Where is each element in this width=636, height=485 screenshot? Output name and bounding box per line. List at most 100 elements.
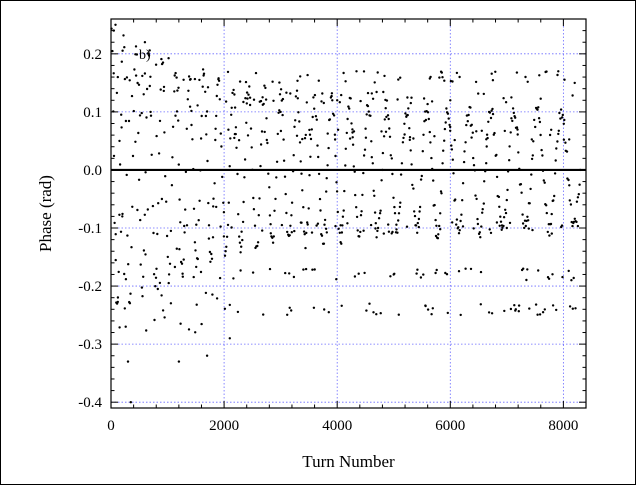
data-point (290, 231, 293, 234)
data-point (183, 231, 186, 234)
axis-ticks (110, 18, 587, 408)
data-point (297, 111, 300, 114)
data-point (135, 53, 139, 56)
data-point (449, 125, 452, 129)
data-point (288, 234, 291, 237)
data-point (545, 204, 548, 207)
data-point (546, 230, 549, 234)
data-point (265, 117, 268, 120)
data-point (363, 271, 366, 275)
data-point (302, 268, 305, 271)
data-point (506, 188, 509, 192)
data-point (436, 237, 440, 240)
data-point (526, 215, 529, 218)
data-point (155, 134, 158, 138)
data-point (211, 293, 214, 296)
data-point (446, 311, 449, 315)
data-point (502, 97, 505, 100)
data-point (355, 215, 359, 219)
data-point (431, 307, 434, 310)
data-point (376, 229, 379, 233)
data-point (342, 209, 345, 212)
data-point (537, 269, 540, 272)
data-point (237, 139, 241, 142)
data-point (541, 154, 544, 157)
data-point (176, 89, 179, 92)
data-point (406, 96, 409, 99)
data-point (397, 313, 400, 316)
data-point (439, 228, 442, 231)
data-point (296, 97, 299, 100)
data-point (178, 248, 181, 251)
data-point (122, 34, 125, 37)
data-point (313, 268, 316, 271)
data-point (112, 154, 116, 158)
data-point (128, 302, 132, 305)
data-point (560, 116, 564, 119)
data-point (455, 71, 459, 75)
data-point (263, 84, 266, 87)
data-point (370, 156, 373, 159)
data-point (181, 272, 184, 275)
data-point (194, 249, 197, 252)
data-point (160, 294, 163, 297)
data-point (438, 224, 441, 228)
data-point (137, 178, 141, 181)
data-point (466, 120, 469, 123)
data-point (264, 86, 267, 90)
data-point (131, 154, 135, 158)
data-point (168, 262, 172, 265)
data-point (577, 193, 580, 196)
data-point (348, 107, 351, 110)
data-point (134, 74, 138, 77)
data-point (342, 71, 345, 75)
data-point (463, 150, 466, 153)
data-point (246, 134, 250, 137)
data-point (389, 275, 392, 278)
data-point (548, 133, 552, 137)
data-point (433, 203, 436, 207)
data-point (340, 242, 343, 245)
data-point (346, 222, 349, 225)
data-point (485, 162, 488, 165)
data-point (121, 215, 124, 218)
data-point (314, 115, 318, 118)
data-point (538, 120, 542, 124)
data-point (121, 49, 124, 52)
data-point (126, 360, 130, 363)
data-point (184, 170, 188, 174)
data-point (476, 222, 480, 226)
data-point (204, 114, 208, 118)
data-point (142, 249, 146, 252)
data-point (418, 205, 422, 209)
data-point (333, 133, 337, 136)
data-point (300, 221, 303, 224)
data-point (531, 228, 534, 232)
data-point (568, 138, 571, 141)
data-point (524, 75, 527, 79)
data-point (373, 211, 377, 214)
data-point (199, 270, 203, 274)
data-point (330, 94, 333, 98)
data-point (443, 139, 446, 142)
x-tick-label: 4000 (322, 418, 352, 434)
data-point (521, 222, 525, 225)
data-point (254, 71, 258, 75)
data-point (359, 99, 362, 103)
data-point (215, 297, 219, 300)
data-point (383, 74, 386, 78)
data-point (238, 241, 242, 244)
data-point (351, 136, 354, 139)
data-point (245, 102, 248, 105)
data-point (154, 276, 158, 279)
data-point (145, 87, 149, 91)
data-point (561, 275, 564, 279)
data-point (141, 295, 144, 298)
data-point (361, 193, 364, 197)
data-point (278, 109, 281, 112)
data-point (224, 100, 228, 103)
data-point (335, 278, 338, 281)
data-point (530, 173, 533, 176)
data-point (307, 207, 310, 210)
data-point (137, 83, 141, 87)
